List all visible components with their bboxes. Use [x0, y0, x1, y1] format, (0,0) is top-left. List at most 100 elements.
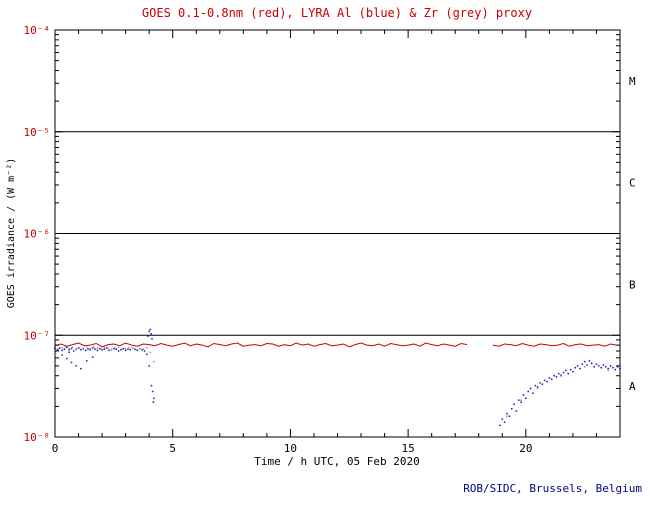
data-point: [91, 356, 94, 358]
data-point: [57, 348, 60, 351]
data-point: [583, 365, 586, 368]
data-point: [108, 349, 110, 352]
data-point: [607, 367, 610, 370]
data-point: [614, 368, 617, 371]
data-point: [607, 369, 610, 372]
data-point: [129, 348, 132, 351]
data-point: [612, 366, 614, 369]
data-point: [524, 397, 527, 400]
data-point: [80, 348, 82, 351]
data-point: [546, 380, 548, 383]
data-point: [151, 338, 153, 340]
data-point: [553, 374, 555, 377]
data-point: [114, 347, 116, 349]
flare-class-lines: [55, 131, 620, 336]
data-point: [96, 347, 99, 349]
data-point: [64, 345, 67, 348]
chart-title: GOES 0.1-0.8nm (red), LYRA Al (blue) & Z…: [142, 6, 532, 20]
data-point: [503, 421, 506, 423]
series-goes-0-1-0-8nm: [54, 342, 617, 348]
data-point: [78, 347, 81, 349]
data-point: [513, 403, 515, 406]
data-point: [65, 357, 68, 360]
data-point: [68, 351, 70, 354]
data-point: [117, 350, 120, 352]
data-point: [63, 348, 66, 351]
x-tick-label: 5: [169, 442, 176, 455]
data-point: [117, 346, 120, 349]
data-point: [609, 365, 612, 367]
data-point: [75, 348, 78, 351]
data-point: [58, 347, 61, 349]
flare-class-B: B: [629, 278, 636, 291]
data-point: [152, 401, 155, 404]
data-point: [148, 330, 151, 333]
data-point: [61, 354, 63, 356]
data-point: [555, 376, 558, 378]
data-point: [92, 345, 95, 348]
data-point: [557, 372, 560, 375]
x-tick-label: 0: [52, 442, 59, 455]
data-point: [68, 347, 70, 350]
data-point: [135, 348, 138, 351]
data-point: [142, 348, 145, 351]
data-point: [581, 363, 584, 365]
data-point: [597, 365, 600, 367]
data-point: [100, 348, 102, 351]
data-point: [148, 365, 151, 367]
data-point: [61, 347, 63, 349]
data-point: [532, 392, 534, 394]
data-point: [600, 366, 603, 369]
data-point: [586, 364, 588, 366]
data-point: [124, 349, 127, 352]
x-tick-label: 15: [402, 442, 415, 455]
x-tick-label: 10: [284, 442, 297, 455]
data-point: [127, 348, 129, 351]
data-point: [147, 335, 149, 337]
data-point: [579, 367, 581, 370]
data-point: [128, 346, 131, 349]
data-point: [560, 373, 562, 376]
data-point: [602, 364, 605, 366]
data-point: [153, 397, 155, 400]
y-axis-ticks: 10⁻⁸ 10⁻⁷ 10⁻⁶ 10⁻⁵ 10⁻⁴: [24, 24, 620, 444]
data-point: [510, 407, 513, 410]
data-point: [550, 378, 553, 381]
data-point: [588, 360, 591, 362]
data-point: [87, 348, 89, 351]
data-point: [103, 348, 106, 351]
data-point: [590, 362, 593, 365]
data-point: [124, 347, 127, 350]
data-point: [536, 387, 539, 390]
data-point: [70, 347, 73, 350]
flare-class-C: C: [629, 177, 636, 190]
data-point: [94, 348, 96, 351]
data-point: [61, 349, 63, 352]
data-point: [583, 360, 586, 363]
data-point: [499, 424, 501, 427]
data-point: [517, 399, 520, 402]
data-point: [506, 415, 508, 418]
flare-class-A: A: [629, 380, 636, 393]
y-axis-label: GOES irradiance / (W m⁻²): [6, 158, 17, 309]
data-point: [593, 365, 595, 368]
data-point: [71, 346, 74, 349]
x-axis-label: Time / h UTC, 05 Feb 2020: [254, 455, 420, 468]
y-tick-label: 10⁻⁵: [24, 126, 51, 139]
data-point: [70, 361, 73, 364]
data-point: [72, 350, 75, 352]
data-point: [80, 367, 82, 370]
data-point: [520, 399, 522, 402]
data-series: [54, 328, 621, 427]
data-point: [143, 350, 146, 352]
data-point: [149, 328, 152, 331]
data-point: [75, 365, 78, 367]
data-point: [150, 384, 153, 387]
data-point: [506, 412, 508, 415]
data-point: [149, 351, 152, 354]
data-point: [153, 360, 155, 363]
data-point: [103, 346, 106, 349]
data-point: [536, 386, 539, 388]
